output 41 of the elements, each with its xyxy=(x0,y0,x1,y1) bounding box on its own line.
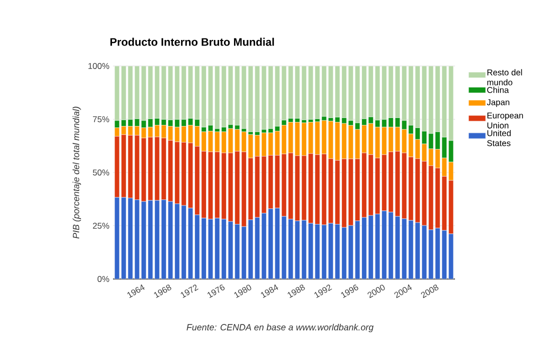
y-tick-label: 50% xyxy=(92,170,110,176)
legend-label: Resto del mundo xyxy=(487,69,522,86)
x-tick-label: 1996 xyxy=(341,284,358,298)
bar xyxy=(121,197,126,279)
x-tick-label: 1992 xyxy=(314,284,332,298)
x-tick-label: 1980 xyxy=(234,284,252,298)
x-tick-label: 1968 xyxy=(154,284,172,298)
bar xyxy=(348,225,354,279)
legend-label: European Union xyxy=(487,112,523,128)
source-note: Fuente: CENDA en base a www.worldbank.org xyxy=(186,324,374,332)
bar xyxy=(308,223,314,279)
y-tick-label: 0% xyxy=(98,276,110,282)
x-tick-label: 1964 xyxy=(127,284,145,298)
bar xyxy=(274,208,280,279)
y-tick-label: 25% xyxy=(92,222,110,229)
bar xyxy=(254,217,260,279)
y-tick-label: 75% xyxy=(92,116,110,122)
legend-label: Japan xyxy=(486,99,510,107)
bar xyxy=(214,218,220,279)
x-tick-label: 2000 xyxy=(368,284,385,298)
y-axis-title: PIB (porcentaje del total mundial) xyxy=(72,106,81,239)
x-tick-label: 1972 xyxy=(180,284,198,298)
x-tick-label: 1988 xyxy=(288,284,305,298)
chart-title: Producto Interno Bruto Mundial xyxy=(110,38,274,46)
x-tick-label: 2004 xyxy=(394,284,412,298)
bar xyxy=(288,218,294,279)
bar xyxy=(382,210,387,279)
x-tick-label: 1984 xyxy=(260,284,278,298)
bar xyxy=(422,225,427,279)
bar xyxy=(402,218,407,279)
bar xyxy=(234,224,240,279)
legend-label: China xyxy=(487,86,509,93)
bar xyxy=(442,230,447,279)
legend-label: United States xyxy=(487,130,511,146)
x-tick-label: 2008 xyxy=(421,284,438,298)
x-tick-label: 1976 xyxy=(208,284,225,298)
bar xyxy=(181,205,186,279)
bar xyxy=(328,223,334,279)
bar xyxy=(141,201,146,279)
bar xyxy=(161,200,166,279)
y-tick-label: 100% xyxy=(88,63,110,69)
